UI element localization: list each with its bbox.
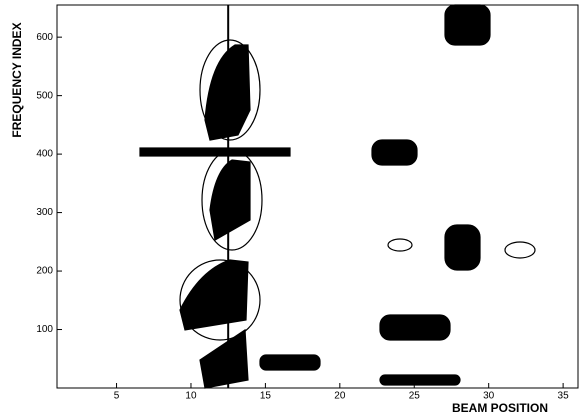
contour-ring <box>505 242 535 258</box>
contour-blob <box>445 225 480 270</box>
x-tick-label: 10 <box>185 391 197 402</box>
contour-blob <box>380 375 460 385</box>
x-tick-label: 30 <box>483 391 495 402</box>
chart: BEAM POSITION FREQUENCY INDEX 5 10 15 20 25 3… <box>0 0 584 419</box>
x-tick-label: 25 <box>409 391 421 402</box>
contour-ring <box>388 239 412 251</box>
contour-blob <box>260 355 320 370</box>
contour-blob <box>180 260 248 330</box>
x-tick-label: 5 <box>114 391 120 402</box>
contour-field <box>140 5 535 388</box>
y-tick-label: 300 <box>36 207 53 218</box>
contour-blob <box>200 330 248 388</box>
y-tick-label: 100 <box>36 324 53 335</box>
plot-frame <box>57 5 578 388</box>
y-tick-label: 600 <box>36 32 53 43</box>
x-axis-title: BEAM POSITION <box>452 401 548 415</box>
x-tick-label: 15 <box>260 391 272 402</box>
x-tick-label: 35 <box>558 391 570 402</box>
contour-blob <box>140 148 290 156</box>
y-axis-title: FREQUENCY INDEX <box>10 22 24 137</box>
y-tick-label: 200 <box>36 266 53 277</box>
contour-blob <box>372 140 417 165</box>
contour-blob <box>380 315 450 340</box>
y-tick-label: 400 <box>36 149 53 160</box>
contour-blob <box>210 160 250 240</box>
contour-blob <box>445 5 490 45</box>
x-tick-label: 20 <box>334 391 346 402</box>
y-tick-label: 500 <box>36 90 53 101</box>
